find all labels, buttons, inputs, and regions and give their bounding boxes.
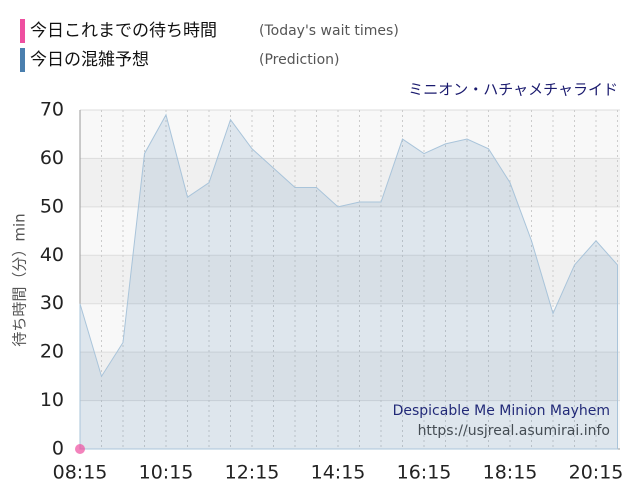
x-tick-label: 12:15 bbox=[225, 462, 280, 484]
y-tick-label: 70 bbox=[40, 99, 64, 121]
x-tick-label: 10:15 bbox=[139, 462, 194, 484]
legend-label-en: (Prediction) bbox=[259, 52, 339, 68]
grid-band bbox=[80, 255, 620, 304]
grid-band bbox=[80, 303, 620, 353]
y-tick-label: 0 bbox=[52, 438, 64, 460]
y-tick-label: 40 bbox=[40, 244, 64, 266]
prediction-area bbox=[79, 113, 618, 450]
today-point bbox=[75, 444, 85, 454]
y-tick-label: 60 bbox=[40, 147, 64, 169]
grid-band bbox=[80, 158, 620, 207]
legend-swatch bbox=[20, 19, 25, 43]
grid-band bbox=[80, 400, 620, 449]
x-tick-label: 18:15 bbox=[483, 462, 538, 484]
ride-name-en: Despicable Me Minion Mayhem bbox=[393, 403, 610, 419]
grid-band bbox=[80, 352, 620, 401]
x-tick-label: 16:15 bbox=[397, 462, 452, 484]
grid-band bbox=[80, 206, 620, 256]
y-tick-label: 50 bbox=[40, 195, 64, 217]
x-tick-label: 20:15 bbox=[569, 462, 624, 484]
ride-name: ミニオン・ハチャメチャライド bbox=[408, 81, 618, 99]
legend-swatch bbox=[20, 48, 25, 72]
y-tick-label: 20 bbox=[40, 341, 64, 363]
plot-background bbox=[79, 109, 620, 450]
y-tick-label: 10 bbox=[40, 389, 64, 411]
x-tick-label: 14:15 bbox=[311, 462, 366, 484]
y-tick-label: 30 bbox=[40, 292, 64, 314]
y-axis-label: 待ち時間（分）min bbox=[11, 213, 29, 346]
legend-label: 今日の混雑予想 bbox=[30, 50, 149, 70]
source-url: https://usjreal.asumirai.info bbox=[418, 423, 610, 439]
x-tick-label: 08:15 bbox=[53, 462, 108, 484]
legend-label-en: (Today's wait times) bbox=[259, 23, 399, 39]
legend-label: 今日これまでの待ち時間 bbox=[30, 21, 217, 41]
grid-band bbox=[80, 110, 620, 159]
